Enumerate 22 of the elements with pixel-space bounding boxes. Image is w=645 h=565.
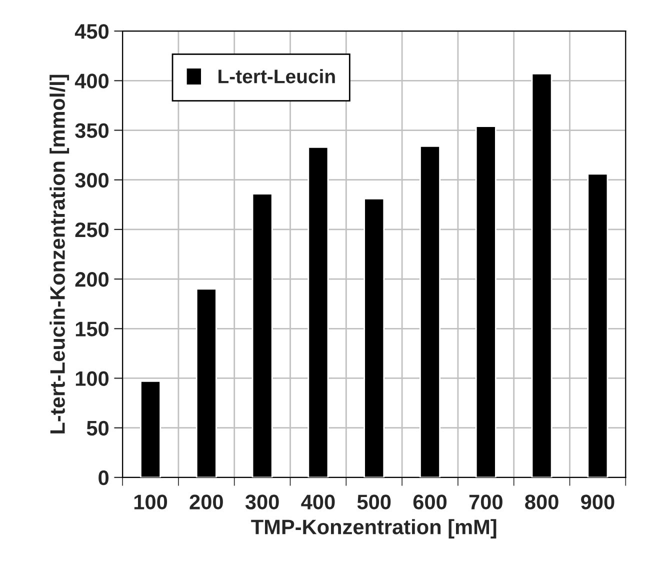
y-tick-label: 100 <box>76 371 109 386</box>
y-tick-label: 150 <box>76 322 109 336</box>
y-tick-label: 300 <box>75 172 109 188</box>
x-tick-label: 200 <box>190 494 223 510</box>
x-tick-label: 300 <box>245 494 279 510</box>
x-tick-label: 900 <box>581 494 614 510</box>
x-tick-label: 800 <box>525 494 558 510</box>
legend-label: L-tert-Leucin <box>218 69 335 84</box>
x-tick-label: 100 <box>134 494 168 510</box>
y-axis-title: L-tert-Leucin-Konzentration [mmol/l] <box>50 74 70 434</box>
y-tick-label: 350 <box>75 123 109 138</box>
x-tick-label: 600 <box>413 494 447 510</box>
y-tick-label: 50 <box>86 420 109 436</box>
x-tick-label: 700 <box>469 494 502 510</box>
y-tick-label: 200 <box>75 272 109 287</box>
y-tick-label: 250 <box>75 222 109 238</box>
y-tick-label: 0 <box>98 470 109 486</box>
y-tick-label: 400 <box>74 74 109 88</box>
x-tick-label: 500 <box>357 494 391 510</box>
x-tick-label: 400 <box>301 494 335 510</box>
x-axis-title: TMP-Konzentration [mM] <box>251 519 496 538</box>
y-tick-label: 450 <box>74 24 109 39</box>
